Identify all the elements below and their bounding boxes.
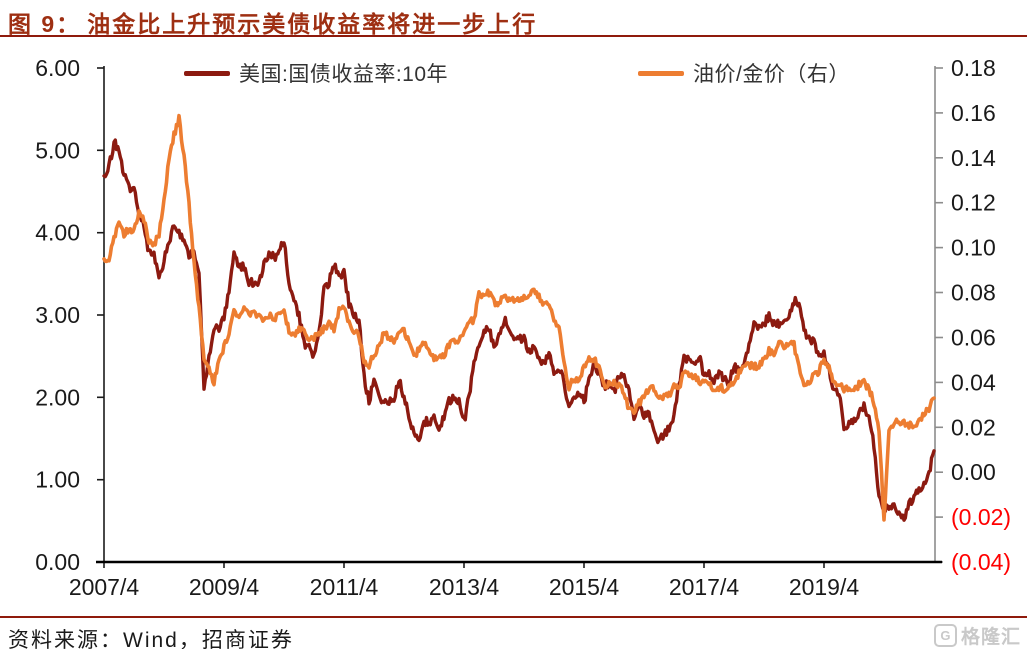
legend-swatch-treasury-line xyxy=(184,70,230,76)
gelonghui-logo-text: 格隆汇 xyxy=(960,627,1021,648)
y-axis-right: 0.18 0.16 0.14 0.12 0.10 0.08 0.06 0.04 0.02 0.00… xyxy=(934,55,1011,575)
y-right-tick-label: 0.18 xyxy=(951,55,996,81)
legend-label-oilgold: 油价/金价（右） xyxy=(693,63,850,86)
chart: 6.00 5.00 4.00 3.00 2.00 1.00 0.00 0.18 0.16 0.14… xyxy=(0,36,1027,616)
gelonghui-logo: G 格隆汇 xyxy=(933,622,1021,649)
y-left-tick-label: 1.00 xyxy=(35,467,80,493)
y-right-tick-label: 0.04 xyxy=(951,369,996,395)
series-oilgold-line xyxy=(102,113,936,522)
y-right-tick-label: (0.04) xyxy=(951,549,1011,575)
y-right-tick-label: 0.10 xyxy=(951,235,996,261)
footer-divider xyxy=(0,616,1027,618)
y-left-tick-label: 4.00 xyxy=(35,220,80,246)
legend-label-treasury: 美国:国债收益率:10年 xyxy=(239,63,449,86)
x-axis: 2007/4 2009/4 2011/4 2013/4 2015/4 2017/4 2019… xyxy=(69,560,942,600)
figure-title: 图 9： 油金比上升预示美债收益率将进一步上行 xyxy=(8,5,537,39)
x-tick-label: 2007/4 xyxy=(69,574,140,600)
y-left-tick-label: 5.00 xyxy=(35,137,80,163)
x-tick-label: 2009/4 xyxy=(189,574,260,600)
y-right-tick-label: 0.14 xyxy=(951,145,996,171)
title-divider xyxy=(0,35,1027,37)
y-right-tick-label: 0.02 xyxy=(951,414,996,440)
x-tick-label: 2015/4 xyxy=(549,574,620,600)
x-tick-label: 2011/4 xyxy=(310,574,379,600)
legend-item-treasury: 美国:国债收益率:10年 xyxy=(184,58,448,88)
x-tick-label: 2017/4 xyxy=(669,574,740,600)
figure-number: 图 9： xyxy=(8,11,82,37)
y-right-tick-label: 0.12 xyxy=(951,190,996,216)
y-axis-left: 6.00 5.00 4.00 3.00 2.00 1.00 0.00 xyxy=(35,55,105,575)
y-right-tick-label: 0.06 xyxy=(951,325,996,351)
y-left-tick-label: 0.00 xyxy=(35,549,80,575)
x-tick-label: 2013/4 xyxy=(429,574,500,600)
y-right-tick-label: (0.02) xyxy=(951,504,1011,530)
y-right-tick-label: 0.08 xyxy=(951,280,996,306)
y-right-tick-label: 0.00 xyxy=(951,459,996,485)
series-treasury-line xyxy=(102,138,936,522)
y-left-tick-label: 2.00 xyxy=(35,384,80,410)
x-tick-label: 2019/4 xyxy=(789,574,860,600)
y-left-tick-label: 3.00 xyxy=(35,302,80,328)
y-left-tick-label: 6.00 xyxy=(35,55,80,81)
line-chart: 6.00 5.00 4.00 3.00 2.00 1.00 0.00 0.18 0.16 0.14… xyxy=(35,55,1011,600)
figure-title-text: 油金比上升预示美债收益率将进一步上行 xyxy=(87,11,538,37)
gelonghui-logo-icon: G xyxy=(933,624,957,647)
legend-swatch-oilgold-line xyxy=(638,70,684,76)
legend-item-oilgold: 油价/金价（右） xyxy=(638,58,850,88)
source-text: 资料来源：Wind，招商证券 xyxy=(8,629,294,649)
y-right-tick-label: 0.16 xyxy=(951,100,996,126)
